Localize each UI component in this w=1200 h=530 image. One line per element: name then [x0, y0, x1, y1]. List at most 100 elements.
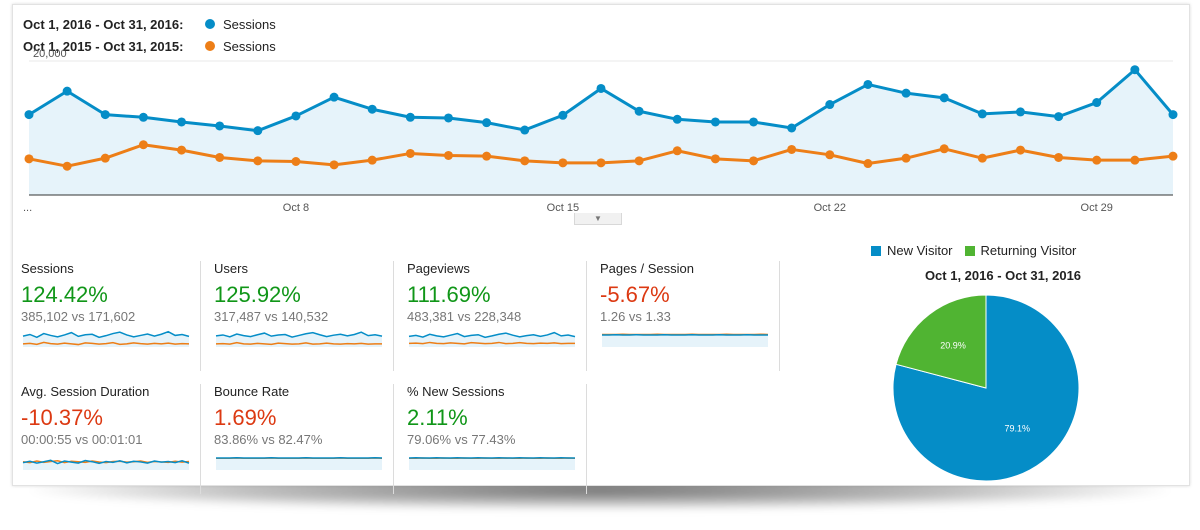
data-point-previous [520, 156, 530, 166]
metric-tile[interactable]: Avg. Session Duration -10.37% 00:00:55 vs … [21, 384, 201, 494]
metric-change: 125.92% [214, 282, 301, 307]
metric-sparkline [408, 331, 576, 347]
data-point-current [558, 110, 568, 120]
metric-name: Sessions [21, 261, 74, 276]
metric-tile[interactable]: Users 125.92% 317,487 vs 140,532 [214, 261, 394, 371]
analytics-overview-card: Oct 1, 2016 - Oct 31, 2016: Sessions Oct… [12, 4, 1190, 494]
data-point-previous [482, 151, 492, 161]
pie-data-label: 79.1% [1004, 424, 1030, 434]
data-point-previous [825, 150, 835, 160]
metric-sparkline [602, 333, 769, 347]
metric-name: Pages / Session [600, 261, 694, 276]
data-point-current [1130, 65, 1140, 75]
metric-tile[interactable]: Pages / Session -5.67% 1.26 vs 1.33 [600, 261, 780, 371]
data-point-previous [62, 161, 72, 171]
data-point-current [825, 100, 835, 110]
data-point-current [596, 83, 606, 93]
data-point-current [1054, 112, 1064, 122]
data-point-previous [863, 159, 873, 169]
data-point-previous [901, 153, 911, 163]
data-point-current [100, 110, 110, 120]
metric-sparkline [22, 330, 190, 347]
metric-tile[interactable]: Bounce Rate 1.69% 83.86% vs 82.47% [214, 384, 394, 494]
data-point-current [253, 126, 263, 136]
x-tick-label: Oct 8 [283, 202, 309, 214]
pie-title: Oct 1, 2016 - Oct 31, 2016 [924, 268, 1082, 283]
chevron-down-icon: ▼ [594, 213, 602, 223]
data-point-previous [558, 158, 568, 168]
sparkline-area [409, 457, 575, 470]
sparkline-previous [215, 341, 382, 346]
legend-current-metric: Sessions [223, 16, 276, 32]
data-point-current [787, 123, 797, 133]
legend-previous-dot-icon [205, 41, 215, 51]
legend-row-previous[interactable]: Oct 1, 2015 - Oct 31, 2015: Sessions [23, 35, 276, 57]
data-point-previous [1130, 155, 1140, 165]
metric-comparison: 1.26 vs 1.33 [600, 309, 671, 324]
data-point-previous [215, 152, 225, 162]
sparkline-area [216, 457, 382, 470]
visitor-type-pie-chart[interactable]: 79.1% 20.9% [883, 291, 1093, 483]
metric-tile[interactable]: Pageviews 111.69% 483,381 vs 228,348 [407, 261, 587, 371]
pie-legend-returning-visitor[interactable]: Returning Visitor [964, 243, 1077, 258]
collapse-chart-button[interactable]: ▼ [574, 213, 622, 225]
data-point-current [1092, 98, 1102, 108]
pie-legend: New Visitor Returning Visitor [871, 243, 1088, 258]
data-point-current [710, 117, 720, 127]
metric-comparison: 00:00:55 vs 00:01:01 [21, 432, 143, 447]
data-point-current [672, 114, 682, 124]
sparkline-current [22, 459, 190, 465]
metric-name: % New Sessions [407, 384, 505, 399]
data-point-current [405, 112, 415, 122]
data-point-current [1168, 110, 1178, 120]
data-point-previous [787, 144, 797, 154]
data-point-previous [977, 153, 987, 163]
metric-sparkline [215, 331, 383, 347]
data-point-previous [100, 153, 110, 163]
y-tick-label: 20,000 [33, 48, 67, 60]
data-point-current [482, 118, 492, 128]
pie-legend-new-visitor[interactable]: New Visitor [871, 243, 953, 258]
data-point-current [138, 112, 148, 122]
data-point-current [215, 121, 225, 131]
metric-sparkline [408, 456, 576, 470]
data-point-current [24, 110, 34, 120]
metric-comparison: 385,102 vs 171,602 [21, 309, 136, 324]
data-point-current [443, 113, 453, 123]
chart-legend: Oct 1, 2016 - Oct 31, 2016: Sessions Oct… [23, 13, 276, 57]
data-point-previous [329, 160, 339, 170]
sparkline-current [215, 331, 383, 338]
pie-legend-returning-visitor-label: Returning Visitor [980, 243, 1077, 258]
data-point-previous [634, 156, 644, 166]
data-point-previous [138, 140, 148, 150]
data-point-previous [443, 150, 453, 160]
metric-change: 111.69% [407, 282, 491, 307]
metric-change: 1.69% [214, 405, 277, 430]
pie-slice [895, 294, 987, 389]
legend-row-current[interactable]: Oct 1, 2016 - Oct 31, 2016: Sessions [23, 13, 276, 35]
x-tick-label: Oct 29 [1081, 202, 1113, 214]
metric-change: 124.42% [21, 282, 108, 307]
data-point-previous [710, 154, 720, 164]
metric-name: Bounce Rate [214, 384, 290, 399]
data-point-current [329, 92, 339, 102]
legend-current-range: Oct 1, 2016 - Oct 31, 2016: [23, 16, 184, 32]
data-point-current [62, 86, 72, 96]
data-point-previous [1168, 151, 1178, 161]
metric-comparison: 483,381 vs 228,348 [407, 309, 522, 324]
data-point-current [863, 79, 873, 89]
data-point-previous [1054, 152, 1064, 162]
metric-comparison: 79.06% vs 77.43% [407, 432, 516, 447]
legend-current-dot-icon [205, 19, 215, 29]
sparkline-area [602, 334, 768, 347]
pie-legend-new-visitor-label: New Visitor [887, 243, 953, 258]
metric-tile[interactable]: Sessions 124.42% 385,102 vs 171,602 [21, 261, 201, 371]
metric-tile[interactable]: % New Sessions 2.11% 79.06% vs 77.43% [407, 384, 587, 494]
data-point-current [291, 111, 301, 121]
metric-name: Avg. Session Duration [21, 384, 150, 399]
metric-comparison: 83.86% vs 82.47% [214, 432, 323, 447]
sparkline-current [22, 330, 190, 339]
data-point-previous [367, 155, 377, 165]
data-point-previous [672, 146, 682, 156]
